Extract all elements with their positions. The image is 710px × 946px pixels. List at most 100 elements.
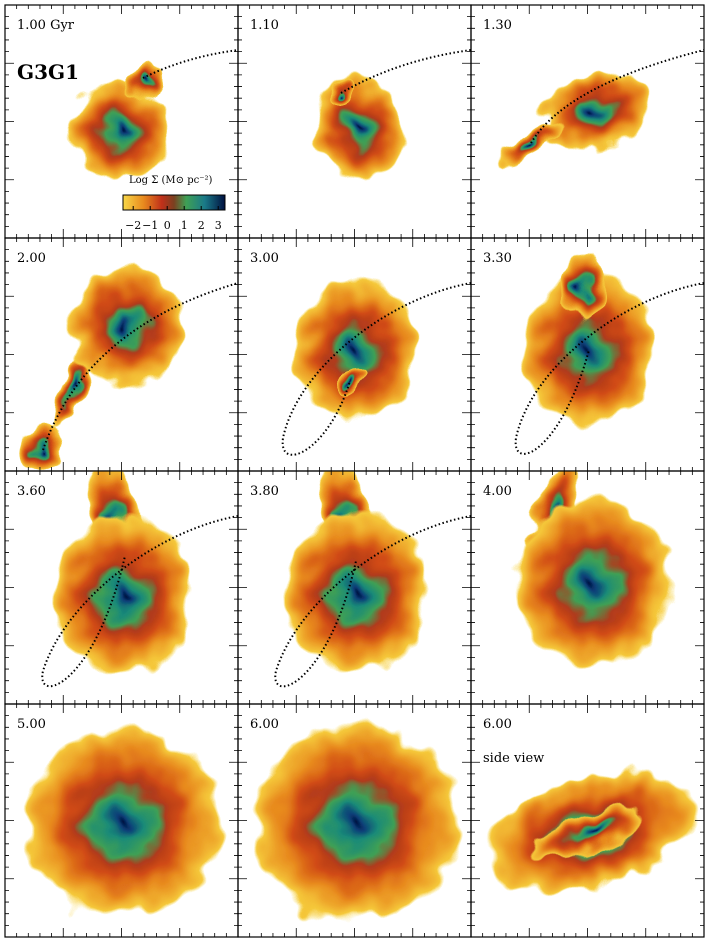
- tick: [471, 238, 704, 471]
- tick: [471, 704, 704, 937]
- tick: [5, 471, 238, 704]
- orbit: [274, 515, 471, 688]
- tick: [5, 471, 238, 704]
- galaxy: [251, 722, 461, 922]
- tick: [5, 238, 238, 471]
- colorbar-tick-label: −1: [142, 219, 158, 232]
- tick: [5, 471, 238, 704]
- tick: [5, 5, 238, 238]
- panel-label: 1.00 Gyr: [17, 18, 75, 33]
- tick: [238, 5, 471, 238]
- tick: [238, 471, 471, 704]
- tick: [238, 238, 471, 471]
- tick: [238, 704, 471, 937]
- panel: 3.00: [237, 237, 472, 472]
- tick: [238, 238, 471, 471]
- panel-image: [23, 727, 223, 917]
- tick: [471, 238, 704, 471]
- tick: [471, 704, 704, 937]
- tick: [471, 5, 704, 238]
- tick: [471, 704, 704, 937]
- tick: [471, 238, 704, 471]
- tick: [5, 704, 238, 937]
- tick: [238, 471, 471, 704]
- tick: [238, 471, 471, 704]
- galaxy: [534, 805, 648, 859]
- tick: [5, 704, 238, 937]
- tick: [5, 238, 238, 471]
- panel-label: 6.00: [250, 717, 279, 732]
- tick: [238, 5, 471, 238]
- tick: [471, 5, 704, 238]
- tick: [238, 238, 471, 471]
- tick: [5, 471, 238, 704]
- tick: [238, 238, 471, 471]
- tick: [5, 471, 238, 704]
- tick: [471, 238, 704, 471]
- panel: 1.00 Gyr G3G1: [4, 4, 239, 239]
- tick: [471, 238, 704, 471]
- tick: [5, 471, 238, 704]
- tick: [471, 238, 704, 471]
- tick: [5, 471, 238, 704]
- tick: [471, 471, 704, 704]
- tick: [5, 704, 238, 937]
- panel-image: [281, 280, 471, 456]
- tick: [5, 471, 238, 704]
- galaxy: [314, 73, 402, 181]
- panel-note: side view: [483, 751, 544, 766]
- tick: [5, 238, 238, 471]
- panel-label: 3.60: [17, 484, 46, 499]
- tick: [471, 5, 704, 238]
- tick: [5, 5, 238, 238]
- tick: [238, 238, 471, 471]
- tick: [5, 704, 238, 937]
- galaxy: [23, 727, 223, 917]
- tick: [471, 704, 704, 937]
- tick: [238, 5, 471, 238]
- tick: [471, 238, 704, 471]
- tick: [238, 238, 471, 471]
- panel: 1.10: [237, 4, 472, 239]
- tick: [471, 704, 704, 937]
- orbit: [281, 282, 471, 456]
- tick: [5, 5, 238, 238]
- panel-image: [274, 471, 471, 688]
- tick: [238, 5, 471, 238]
- tick: [238, 471, 471, 704]
- tick: [471, 238, 704, 471]
- tick: [471, 471, 704, 704]
- colorbar-tick-label: 0: [164, 219, 171, 232]
- tick: [471, 471, 704, 704]
- tick: [5, 238, 238, 471]
- tick: [238, 238, 471, 471]
- tick: [471, 238, 704, 471]
- tick: [5, 704, 238, 937]
- tick: [5, 238, 238, 471]
- tick: [5, 704, 238, 937]
- tick: [238, 5, 471, 238]
- tick: [5, 238, 238, 471]
- tick: [5, 471, 238, 704]
- tick: [471, 471, 704, 704]
- tick: [5, 5, 238, 238]
- tick: [5, 471, 238, 704]
- tick: [471, 238, 704, 471]
- tick: [238, 704, 471, 937]
- tick: [5, 238, 238, 471]
- tick: [5, 238, 238, 471]
- tick: [238, 704, 471, 937]
- orbit: [530, 49, 704, 144]
- tick: [238, 5, 471, 238]
- panel-label: 6.00: [483, 717, 512, 732]
- tick: [471, 5, 704, 238]
- tick: [238, 5, 471, 238]
- tick: [5, 471, 238, 704]
- colorbar-tick-label: 3: [215, 219, 222, 232]
- tick: [471, 704, 704, 937]
- tick: [5, 471, 238, 704]
- panel-image: [314, 49, 471, 181]
- tick: [238, 704, 471, 937]
- tick: [471, 704, 704, 937]
- galaxy: [51, 516, 195, 676]
